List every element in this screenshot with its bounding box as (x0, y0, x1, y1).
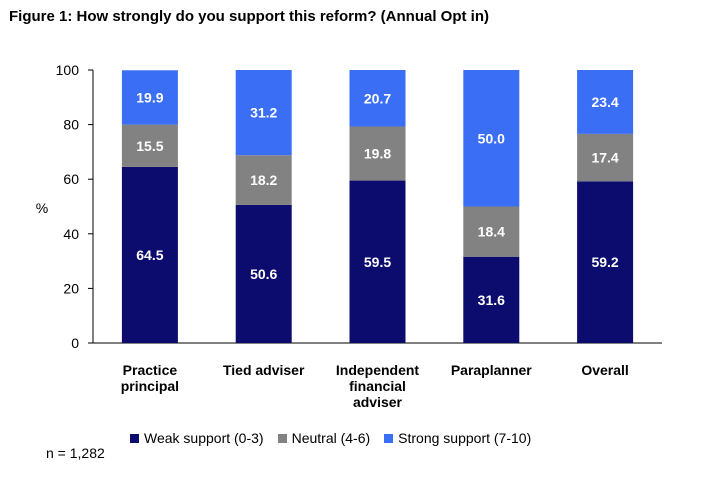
bar-segment-strong (463, 70, 520, 207)
data-label-strong: 23.4 (591, 94, 618, 110)
bar-segment-weak (349, 180, 406, 343)
legend-item-neutral: Neutral (4-6) (277, 430, 371, 446)
x-category-label: Paraplanner (451, 362, 532, 378)
data-label-strong: 19.9 (136, 89, 163, 105)
x-category-label: Independent financial adviser (336, 362, 420, 410)
bar-segment-strong (121, 70, 178, 125)
bar-segment-weak (121, 166, 178, 343)
bar-segment-weak (577, 181, 634, 343)
data-label-neutral: 17.4 (591, 150, 618, 166)
y-tick-label: 100 (56, 62, 80, 78)
x-axis-labels: Practice principal Tied adviser Independent… (121, 362, 629, 410)
data-label-weak: 31.6 (478, 292, 505, 308)
bar-segment-neutral (349, 126, 406, 181)
data-label-weak: 59.2 (591, 254, 618, 270)
bar-segment-weak (235, 204, 292, 343)
legend-label-weak: Weak support (0-3) (144, 430, 264, 446)
bar-segment-neutral (235, 155, 292, 205)
y-tick-label: 60 (63, 171, 79, 187)
data-label-strong: 31.2 (250, 105, 277, 121)
bar-segment-weak (463, 256, 520, 343)
bars-group (121, 70, 634, 343)
x-category-label: Practice principal (121, 362, 179, 394)
bar-segment-strong (235, 70, 292, 156)
data-label-strong: 50.0 (478, 130, 505, 146)
y-tick-label: 0 (71, 335, 79, 351)
value-labels-group: 64.5 15.5 19.9 50.6 18.2 31.2 59.5 19.8 20.7 31.6… (136, 89, 619, 307)
legend-swatch-strong (384, 433, 394, 443)
y-tick-label: 20 (63, 280, 79, 296)
bar-segment-neutral (463, 206, 520, 257)
chart-title: Figure 1: How strongly do you support th… (9, 8, 489, 25)
y-axis-label: % (36, 200, 48, 216)
x-category-label: Tied adviser (223, 362, 305, 378)
data-label-strong: 20.7 (364, 90, 391, 106)
data-label-neutral: 15.5 (136, 138, 163, 154)
sample-size-note: n = 1,282 (46, 445, 105, 461)
x-category-label: Overall (581, 362, 628, 378)
y-tick-label: 80 (63, 117, 79, 133)
data-label-weak: 50.6 (250, 266, 277, 282)
legend-swatch-weak (130, 433, 139, 443)
y-tick-label: 40 (63, 226, 79, 242)
data-label-neutral: 18.4 (478, 224, 505, 240)
data-label-weak: 64.5 (136, 247, 163, 263)
legend-label-neutral: Neutral (4-6) (291, 430, 371, 446)
legend-item-strong: Strong support (7-10) (384, 430, 531, 446)
bar-segment-strong (577, 70, 634, 134)
legend-label-strong: Strong support (7-10) (398, 430, 532, 446)
legend-swatch-neutral (277, 433, 287, 443)
bar-segment-strong (349, 70, 406, 127)
bar-segment-neutral (121, 124, 178, 167)
data-label-weak: 59.5 (364, 254, 391, 270)
bar-segment-neutral (577, 133, 634, 182)
legend-item-weak: Weak support (0-3) (130, 430, 264, 446)
legend: Weak support (0-3) Neutral (4-6) Strong … (130, 430, 545, 446)
data-label-neutral: 18.2 (250, 172, 277, 188)
data-label-neutral: 19.8 (364, 146, 391, 162)
